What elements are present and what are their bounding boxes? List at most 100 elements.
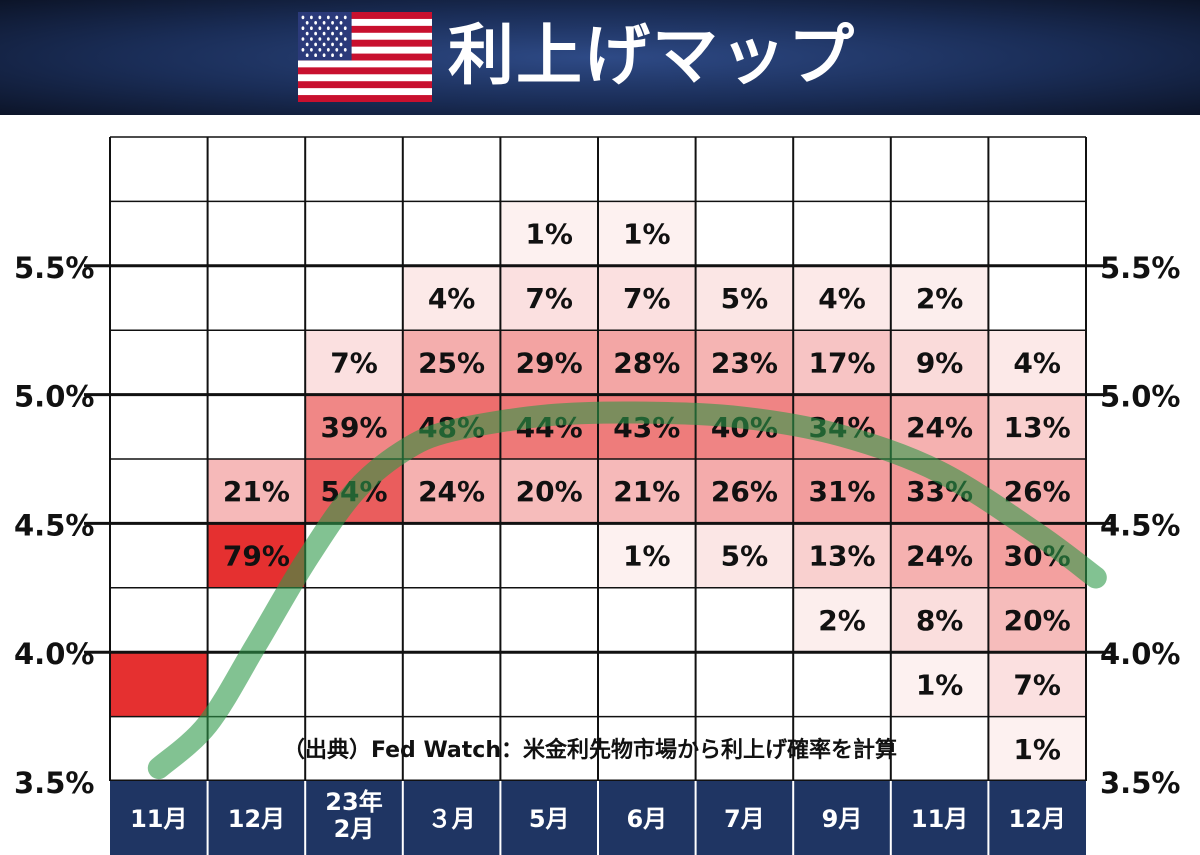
cell-label: 31% — [808, 475, 875, 508]
x-tick-label: 7月 — [724, 805, 765, 833]
trend-curve — [147, 401, 1107, 780]
cell-label: 20% — [1004, 604, 1071, 637]
heatmap-cell — [110, 330, 208, 395]
cell-label: 17% — [808, 346, 875, 379]
cell-label: 1% — [623, 540, 671, 573]
x-tick-label: 11月 — [911, 805, 968, 833]
source-note: （出典）Fed Watch：米金利先物市場から利上げ確率を計算 — [283, 737, 897, 763]
cell-label: 7% — [623, 282, 671, 315]
cell-label: 5% — [721, 282, 769, 315]
heatmap-cell — [695, 201, 794, 266]
cell-label: 21% — [223, 475, 290, 508]
heatmap-cell — [695, 523, 794, 588]
cell-label: 4% — [1013, 346, 1061, 379]
heatmap-cell — [402, 523, 501, 588]
heatmap-cell — [988, 137, 1086, 202]
cell-label: 8% — [916, 604, 964, 637]
x-tick-label: 12月 — [1008, 805, 1065, 833]
heatmap-cell — [988, 201, 1086, 266]
header-banner: 利上げマップ — [0, 0, 1200, 115]
heatmap-cell — [695, 265, 794, 331]
y-tick-label-left: 4.0% — [14, 637, 94, 671]
heatmap-cell — [890, 523, 989, 588]
heatmap-cell — [988, 394, 1086, 459]
cell-label: 7% — [330, 346, 378, 379]
heatmap-cell — [500, 459, 598, 524]
y-tick-label-right: 5.5% — [1100, 251, 1180, 285]
heatmap-cell — [793, 716, 891, 781]
heatmap-cell — [695, 652, 794, 717]
heatmap-cell — [988, 265, 1086, 331]
y-tick-label-left: 5.0% — [14, 380, 94, 414]
heatmap-cell — [890, 265, 989, 331]
y-tick-label-right: 4.0% — [1100, 637, 1180, 671]
heatmap-cell — [305, 587, 403, 653]
heatmap-cell — [110, 523, 208, 588]
heatmap-cell — [110, 394, 208, 459]
heatmap-cell — [305, 201, 403, 266]
heatmap-cell — [988, 652, 1086, 717]
y-tick-label-left: 3.5% — [14, 766, 94, 800]
cell-label: 13% — [1004, 411, 1071, 444]
cell-label: 20% — [516, 475, 583, 508]
cell-label: 4% — [818, 282, 866, 315]
cell-label: 1% — [525, 218, 573, 251]
cell-label: 1% — [623, 218, 671, 251]
heatmap-cell — [598, 201, 696, 266]
x-tick-label: 11月 — [130, 805, 187, 833]
heatmap-cell — [793, 587, 891, 653]
y-tick-label-right: 4.5% — [1100, 508, 1180, 542]
heatmap-cell — [207, 137, 306, 202]
heatmap-cell — [402, 587, 501, 653]
heatmap-cell — [500, 587, 598, 653]
heatmap-cell — [695, 330, 794, 395]
x-tick-label: 12月 — [228, 805, 285, 833]
heatmap-cell — [890, 137, 989, 202]
heatmap-cell — [598, 137, 696, 202]
heatmap-cell — [598, 523, 696, 588]
cell-label: 1% — [1013, 733, 1061, 766]
y-tick-label-left: 5.5% — [14, 251, 94, 285]
heatmap-cell — [402, 137, 501, 202]
heatmap-cell — [305, 652, 403, 717]
heatmap-cell — [793, 523, 891, 588]
heatmap-cell — [695, 716, 794, 781]
heatmap-cell — [305, 716, 403, 781]
heatmap-cell — [207, 394, 306, 459]
cell-label: 26% — [1004, 475, 1071, 508]
heatmap-cell — [793, 201, 891, 266]
x-tick-label: 6月 — [626, 805, 667, 833]
heatmap-cell — [110, 201, 208, 266]
cell-label: 79% — [223, 540, 290, 573]
heatmap-cell — [890, 652, 989, 717]
heatmap-cell — [890, 330, 989, 395]
cell-label: 7% — [1013, 668, 1061, 701]
cell-label: 2% — [916, 282, 964, 315]
heatmap-cell — [402, 265, 501, 331]
heatmap-cell — [207, 459, 306, 524]
us-flag-icon — [298, 12, 432, 102]
x-tick-label: 5月 — [529, 805, 570, 833]
heatmap-cell — [598, 652, 696, 717]
y-tick-label-right: 3.5% — [1100, 766, 1180, 800]
cell-label: 9% — [916, 346, 964, 379]
cell-label: 21% — [613, 475, 680, 508]
cell-label: 24% — [418, 475, 485, 508]
heatmap-cell — [793, 137, 891, 202]
cell-label: 25% — [418, 346, 485, 379]
y-tick-label-right: 5.0% — [1100, 380, 1180, 414]
cell-label: 26% — [711, 475, 778, 508]
heatmap-cell — [598, 587, 696, 653]
heatmap-cell — [598, 330, 696, 395]
cell-label: 28% — [613, 346, 680, 379]
heatmap-cell — [402, 716, 501, 781]
heatmap-cell — [598, 716, 696, 781]
heatmap-cell — [500, 523, 598, 588]
heatmap-cell — [402, 459, 501, 524]
cell-label: 5% — [721, 540, 769, 573]
x-tick-label: 2月 — [334, 815, 375, 843]
y-axis: 3.5% 3.5% 4.0% 4.0% 4.5% 4.5% 5.0% 5.0% 5.5% 5.5% — [14, 251, 1180, 800]
heatmap-cell — [890, 587, 989, 653]
